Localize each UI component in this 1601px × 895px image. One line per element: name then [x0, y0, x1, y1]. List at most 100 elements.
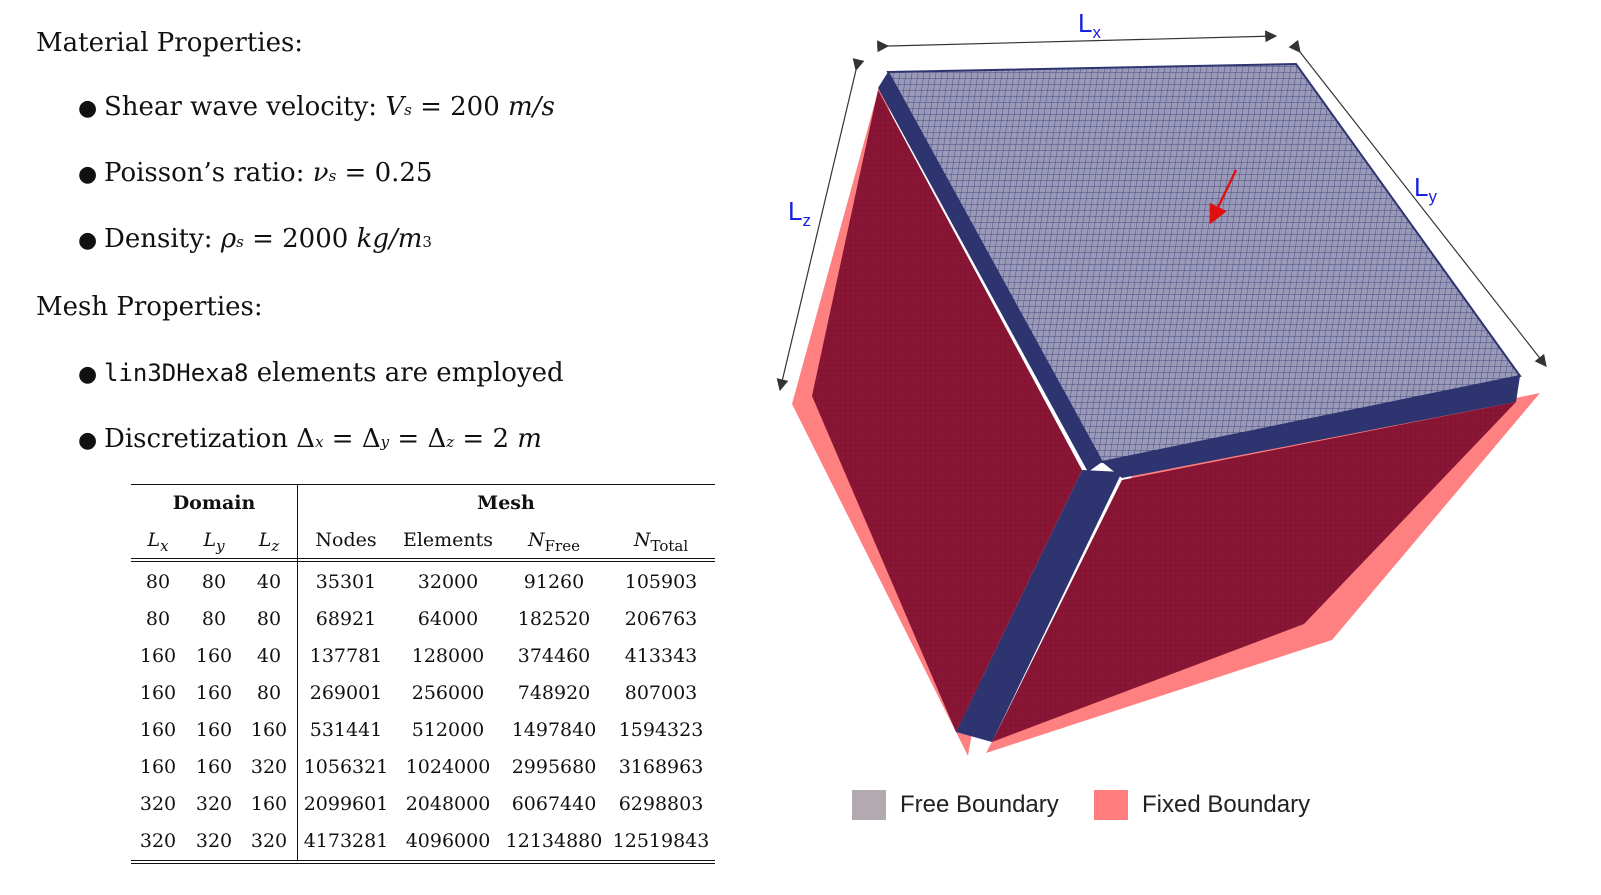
free-boundary-swatch: [852, 790, 886, 820]
disc-label: Discretization: [104, 424, 289, 454]
density-sub: s: [236, 233, 244, 251]
cell-ly: 160: [195, 682, 233, 704]
poisson-value: = 0.25: [344, 158, 433, 188]
cell-ntotal: 105903: [624, 571, 698, 593]
table-vertical-rule: [297, 484, 298, 860]
dimension-line-z: [776, 58, 865, 392]
cell-ntotal: 206763: [624, 608, 698, 630]
cell-nodes: 137781: [309, 645, 383, 667]
cell-lx: 320: [139, 830, 177, 852]
table-top-rule: [131, 484, 715, 485]
cell-lx: 80: [145, 608, 171, 630]
label-lx-symbol: L: [1078, 8, 1093, 38]
cell-elements: 64000: [417, 608, 479, 630]
element-type-item: ● lin3DHexa8 elements are employed: [78, 358, 564, 388]
cell-elements: 32000: [417, 571, 479, 593]
col-lx: Lx: [147, 529, 168, 555]
shear-sub: s: [404, 101, 412, 119]
poisson-label: Poisson’s ratio:: [104, 158, 305, 188]
shear-value: = 200: [420, 92, 500, 122]
cell-nodes: 68921: [315, 608, 377, 630]
disc-delta-y: Δ: [361, 424, 381, 454]
cell-lz: 80: [256, 608, 282, 630]
cell-ly: 320: [195, 793, 233, 815]
disc-eq-1: =: [331, 424, 354, 454]
cell-nodes: 35301: [315, 571, 377, 593]
fixed-boundary-swatch: [1094, 790, 1128, 820]
edge-band-left: [878, 72, 1102, 472]
table-header-rule-2: [131, 561, 715, 562]
col-ly-symbol: L: [203, 529, 217, 551]
cell-ly: 160: [195, 756, 233, 778]
col-lx-symbol: L: [147, 529, 161, 551]
table-bottom-rule-1: [131, 860, 715, 861]
density-label: Density:: [104, 224, 213, 254]
cell-lz: 40: [256, 571, 282, 593]
label-lz: Lz: [788, 196, 811, 231]
bullet-icon: ●: [78, 162, 98, 187]
cell-elements: 2048000: [405, 793, 491, 815]
element-text: elements are employed: [256, 358, 564, 388]
cell-ly: 80: [201, 608, 227, 630]
table-header-rule-1: [131, 558, 715, 559]
col-ntotal-sub: Total: [650, 536, 689, 555]
disc-delta-x: Δ: [296, 424, 316, 454]
cell-nfree: 2995680: [511, 756, 597, 778]
col-nfree-symbol: N: [528, 529, 545, 551]
col-elements: Elements: [402, 529, 494, 551]
cell-lz: 80: [256, 682, 282, 704]
cell-elements: 1024000: [405, 756, 491, 778]
cell-lx: 80: [145, 571, 171, 593]
cell-nfree: 748920: [517, 682, 591, 704]
cell-nodes: 4173281: [303, 830, 389, 852]
cell-lx: 160: [139, 645, 177, 667]
disc-sub-x: x: [315, 433, 324, 451]
cell-nfree: 374460: [517, 645, 591, 667]
col-lz: Lz: [259, 529, 280, 555]
dimension-line-y: [1288, 39, 1547, 367]
cell-nfree: 182520: [517, 608, 591, 630]
cell-lx: 160: [139, 682, 177, 704]
bullet-icon: ●: [78, 428, 98, 453]
cell-elements: 4096000: [405, 830, 491, 852]
cell-elements: 256000: [411, 682, 485, 704]
cell-lx: 160: [139, 756, 177, 778]
legend-fixed: Fixed Boundary: [1094, 790, 1310, 820]
cell-nodes: 269001: [309, 682, 383, 704]
mesh-heading: Mesh Properties:: [36, 292, 263, 322]
label-lz-symbol: L: [788, 196, 803, 226]
group-mesh: Mesh: [477, 492, 535, 514]
cell-nodes: 1056321: [303, 756, 389, 778]
cell-lz: 320: [250, 830, 288, 852]
cell-ly: 160: [195, 645, 233, 667]
cell-ly: 80: [201, 571, 227, 593]
col-nodes: Nodes: [315, 529, 377, 551]
cell-nfree: 6067440: [511, 793, 597, 815]
cell-ntotal: 413343: [624, 645, 698, 667]
density-value: = 2000: [252, 224, 349, 254]
shear-unit: m/s: [508, 92, 555, 122]
cube-diagram: [776, 30, 1547, 756]
cell-lz: 40: [256, 645, 282, 667]
disc-sub-y: y: [380, 433, 390, 451]
cell-ntotal: 807003: [624, 682, 698, 704]
legend-fixed-label: Fixed Boundary: [1142, 791, 1311, 818]
shear-symbol: V: [385, 92, 405, 122]
load-arrow: [1209, 169, 1238, 225]
col-lz-sub: z: [271, 536, 280, 555]
group-domain: Domain: [172, 492, 256, 514]
cell-nfree: 91260: [523, 571, 585, 593]
cell-ly: 320: [195, 830, 233, 852]
label-lx: Lx: [1078, 8, 1101, 43]
legend-free: Free Boundary: [852, 790, 1059, 820]
col-lz-symbol: L: [258, 529, 272, 551]
bullet-icon: ●: [78, 362, 98, 387]
density-symbol: ρ: [220, 224, 237, 254]
label-ly-sub: y: [1428, 187, 1437, 207]
col-nfree: NFree: [528, 529, 580, 555]
density-exp: 3: [422, 233, 432, 251]
cell-elements: 128000: [411, 645, 485, 667]
cell-ntotal: 1594323: [618, 719, 704, 741]
